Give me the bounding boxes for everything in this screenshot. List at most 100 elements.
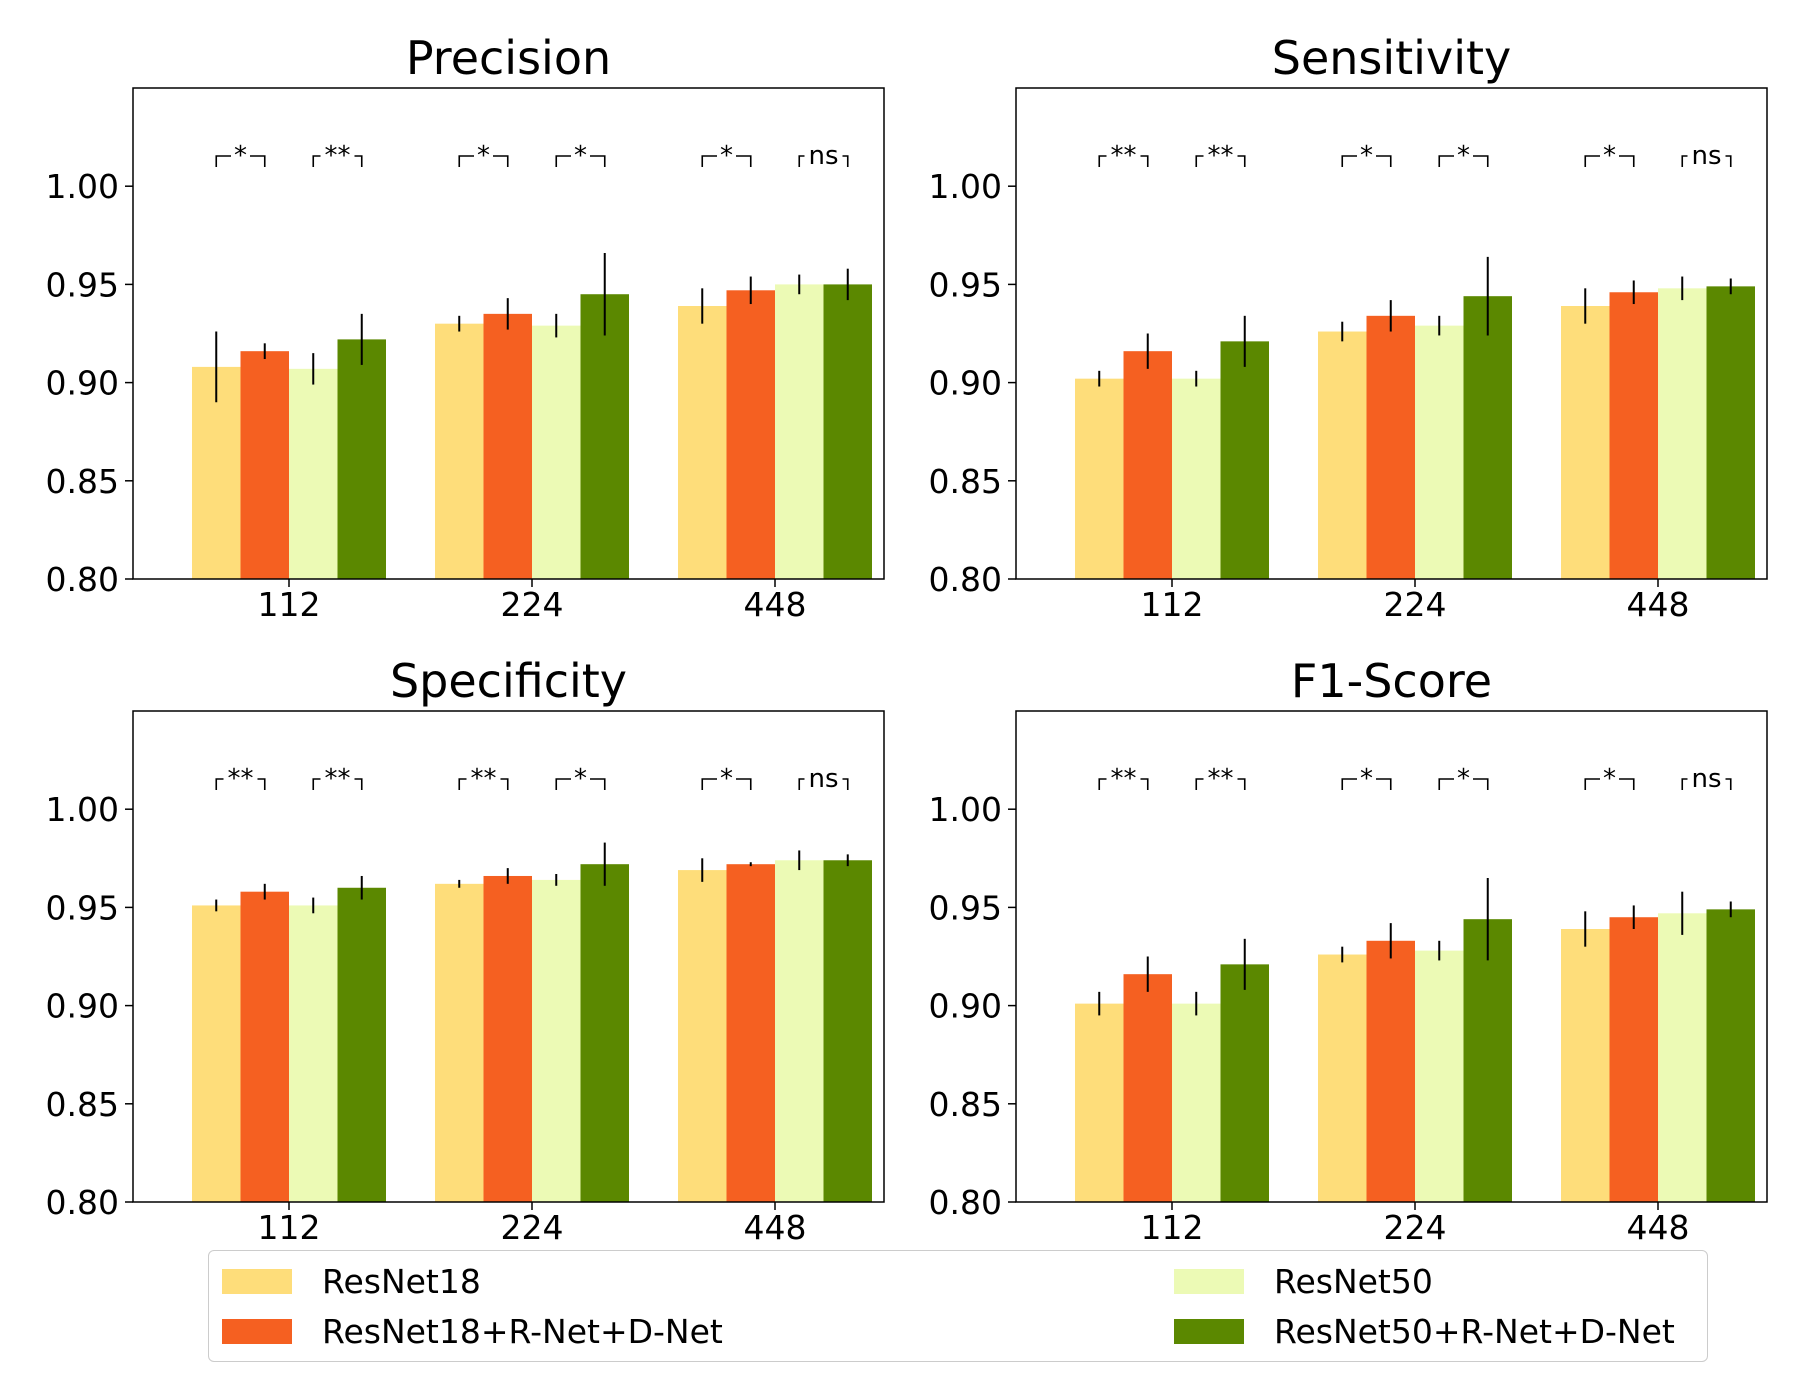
bar-resnet18-r-net-d-net-448 <box>1609 292 1658 579</box>
y-tick-label: 0.90 <box>46 987 119 1026</box>
bracket-gap <box>474 152 493 160</box>
bracket-gap <box>231 152 250 160</box>
significance-label: ** <box>1208 141 1234 171</box>
bar-resnet18-224 <box>1318 331 1367 579</box>
bar-resnet18-r-net-d-net-224 <box>1366 940 1415 1202</box>
y-tick-label: 0.90 <box>929 987 1002 1026</box>
bar-resnet18-224 <box>1318 954 1367 1202</box>
bracket-gap <box>1106 775 1141 783</box>
legend-item-resnet50: ResNet50 <box>1174 1259 1433 1303</box>
x-tick-label: 448 <box>1627 585 1690 624</box>
x-tick-label: 224 <box>1384 1208 1447 1247</box>
plot-frame <box>1015 710 1768 1203</box>
bracket-gap <box>804 775 843 783</box>
bracket-gap <box>1600 775 1619 783</box>
legend-swatch-resnet18 <box>222 1268 292 1294</box>
bar-resnet50-224 <box>1415 950 1464 1202</box>
legend-swatch-resnet50-rnet-dnet <box>1174 1318 1244 1344</box>
significance-label: * <box>574 141 587 171</box>
chart-title: Precision <box>406 31 611 85</box>
bar-resnet18-r-net-d-net-224 <box>1366 315 1415 579</box>
bar-resnet18-448 <box>1561 929 1610 1202</box>
bar-resnet50-r-net-d-net-448 <box>1706 909 1755 1202</box>
bar-resnet50-224 <box>532 879 581 1202</box>
y-tick-label: 0.95 <box>929 265 1002 304</box>
bar-resnet18-r-net-d-net-112 <box>1123 351 1172 579</box>
y-tick-label: 1.00 <box>46 167 119 206</box>
y-tick-label: 1.00 <box>46 790 119 829</box>
legend-swatch-resnet18-rnet-dnet <box>222 1318 292 1344</box>
y-tick-label: 0.80 <box>46 560 119 599</box>
bar-resnet50-r-net-d-net-224 <box>580 864 629 1202</box>
significance-label: * <box>1603 141 1616 171</box>
significance-label: * <box>1603 764 1616 794</box>
bar-resnet18-112 <box>192 905 241 1202</box>
bracket-gap <box>1687 152 1726 160</box>
bar-resnet50-r-net-d-net-112 <box>337 339 386 579</box>
significance-label: * <box>477 141 490 171</box>
bracket-gap <box>320 152 355 160</box>
significance-label: ns <box>808 141 838 171</box>
significance-label: * <box>1360 141 1373 171</box>
bracket-gap <box>1600 152 1619 160</box>
bracket-gap <box>320 775 355 783</box>
significance-label: ** <box>228 764 254 794</box>
bar-resnet50-r-net-d-net-448 <box>823 284 872 579</box>
chart-title: Sensitivity <box>1272 31 1511 85</box>
bar-resnet18-448 <box>678 870 727 1202</box>
legend-item-resnet18-rnet-dnet: ResNet18+R-Net+D-Net <box>222 1309 723 1353</box>
bar-resnet50-r-net-d-net-112 <box>1220 341 1269 579</box>
legend: ResNet18 ResNet18+R-Net+D-Net ResNet50 R… <box>208 1250 1708 1362</box>
significance-label: ns <box>1691 141 1721 171</box>
x-tick-label: 448 <box>1627 1208 1690 1247</box>
bar-resnet18-224 <box>435 883 484 1202</box>
significance-label: ** <box>325 764 351 794</box>
significance-label: ** <box>325 141 351 171</box>
bar-resnet18-r-net-d-net-448 <box>726 290 775 579</box>
bar-resnet50-r-net-d-net-112 <box>1220 964 1269 1202</box>
x-tick-label: 112 <box>1141 1208 1204 1247</box>
bar-resnet50-224 <box>532 325 581 579</box>
bar-resnet50-r-net-d-net-224 <box>580 294 629 579</box>
bar-resnet50-112 <box>289 368 338 579</box>
bracket-gap <box>466 775 501 783</box>
bracket-gap <box>1357 152 1376 160</box>
plot-frame <box>1015 87 1768 580</box>
y-tick-label: 0.85 <box>929 462 1002 501</box>
bar-resnet50-r-net-d-net-112 <box>337 887 386 1202</box>
bracket-gap <box>1454 775 1473 783</box>
bar-resnet18-r-net-d-net-448 <box>726 864 775 1202</box>
significance-label: * <box>1457 141 1470 171</box>
bar-resnet18-224 <box>435 323 484 579</box>
significance-label: * <box>234 141 247 171</box>
significance-label: * <box>720 141 733 171</box>
bar-resnet50-112 <box>289 905 338 1202</box>
significance-label: ** <box>1111 141 1137 171</box>
bracket-gap <box>1203 152 1238 160</box>
y-tick-label: 1.00 <box>929 790 1002 829</box>
y-tick-label: 0.95 <box>46 265 119 304</box>
y-tick-label: 1.00 <box>929 167 1002 206</box>
y-tick-label: 0.80 <box>929 1183 1002 1222</box>
y-tick-label: 0.85 <box>46 462 119 501</box>
bar-resnet18-r-net-d-net-112 <box>240 351 289 579</box>
y-tick-label: 0.95 <box>46 888 119 927</box>
x-tick-label: 112 <box>258 1208 321 1247</box>
bar-resnet18-112 <box>1075 1003 1124 1202</box>
x-tick-label: 224 <box>501 585 564 624</box>
bar-resnet50-448 <box>775 860 824 1202</box>
bracket-gap <box>1357 775 1376 783</box>
y-tick-label: 0.80 <box>46 1183 119 1222</box>
legend-item-resnet50-rnet-dnet: ResNet50+R-Net+D-Net <box>1174 1309 1675 1353</box>
bar-resnet18-r-net-d-net-224 <box>483 313 532 579</box>
significance-label: ** <box>1208 764 1234 794</box>
bracket-gap <box>223 775 258 783</box>
legend-swatch-resnet50 <box>1174 1268 1244 1294</box>
y-tick-label: 0.95 <box>929 888 1002 927</box>
significance-label: * <box>1457 764 1470 794</box>
bracket-gap <box>717 152 736 160</box>
bar-resnet18-448 <box>678 306 727 579</box>
x-tick-label: 224 <box>501 1208 564 1247</box>
